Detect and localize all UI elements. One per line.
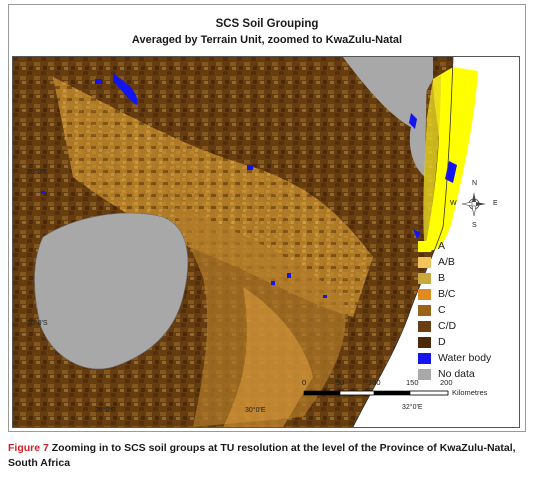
longitude-label-28e: 28°0'E xyxy=(95,407,116,414)
soil-map: 28°0'S 30°0'S 28°0'E 30°0'E xyxy=(12,56,520,428)
legend-swatch xyxy=(418,352,431,364)
legend-item: Water body xyxy=(418,350,491,366)
legend-label: B/C xyxy=(438,288,456,300)
legend-label: A xyxy=(438,240,446,252)
legend-item: C/D xyxy=(418,318,491,334)
longitude-label-30e: 30°0'E xyxy=(245,407,266,414)
legend-item: B/C xyxy=(418,286,491,302)
north-arrow: N S W E xyxy=(450,180,498,229)
north-label: N xyxy=(472,180,478,187)
legend-swatch xyxy=(418,240,431,252)
scale-tick-50: 50 xyxy=(336,378,345,387)
legend-swatch xyxy=(418,368,431,380)
legend-item: B xyxy=(418,270,491,286)
legend-swatch xyxy=(418,320,431,332)
latitude-label-30s: 30°0'S xyxy=(27,320,48,327)
scale-tick-0: 0 xyxy=(302,378,307,387)
caption-text: Zooming in to SCS soil groups at TU reso… xyxy=(8,442,516,469)
compass-icon xyxy=(461,192,486,217)
scale-unit: Kilometres xyxy=(452,388,488,397)
latitude-label-28s: 28°0'S xyxy=(27,169,48,176)
legend-swatch xyxy=(418,256,431,268)
scale-tick-200: 200 xyxy=(440,378,453,387)
scale-bar: 0 50 100 150 200 Kilometres 32°0'E xyxy=(302,378,492,411)
scale-bar-graphic xyxy=(303,390,449,396)
map-subtitle: Averaged by Terrain Unit, zoomed to KwaZ… xyxy=(131,34,403,46)
legend-item: A/B xyxy=(418,254,491,270)
legend-label: D xyxy=(438,336,446,348)
legend-swatch xyxy=(418,336,431,348)
map-title: SCS Soil Grouping xyxy=(215,18,319,30)
legend-label: Water body xyxy=(438,352,492,364)
legend-label: C xyxy=(438,304,446,316)
figure-number: Figure 7 xyxy=(8,442,49,454)
legend-label: A/B xyxy=(438,256,455,268)
scale-tick-100: 100 xyxy=(368,378,381,387)
figure-caption: Figure 7 Zooming in to SCS soil groups a… xyxy=(8,441,528,471)
legend-swatch xyxy=(418,304,431,316)
legend-swatch xyxy=(418,272,431,284)
legend-item: No data xyxy=(418,366,491,382)
west-label: W xyxy=(450,200,457,207)
south-label: S xyxy=(472,222,477,229)
legend-item: D xyxy=(418,334,491,350)
scale-tick-150: 150 xyxy=(406,378,419,387)
longitude-label-32e: 32°0'E xyxy=(402,404,423,411)
legend-item: C xyxy=(418,302,491,318)
legend: A A/B B B/C C C/D D Water body No data xyxy=(418,238,491,382)
legend-label: No data xyxy=(438,368,475,380)
legend-label: B xyxy=(438,272,446,284)
legend-item: A xyxy=(418,238,491,254)
east-label: E xyxy=(493,200,498,207)
legend-label: C/D xyxy=(438,320,457,332)
legend-swatch xyxy=(418,288,431,300)
